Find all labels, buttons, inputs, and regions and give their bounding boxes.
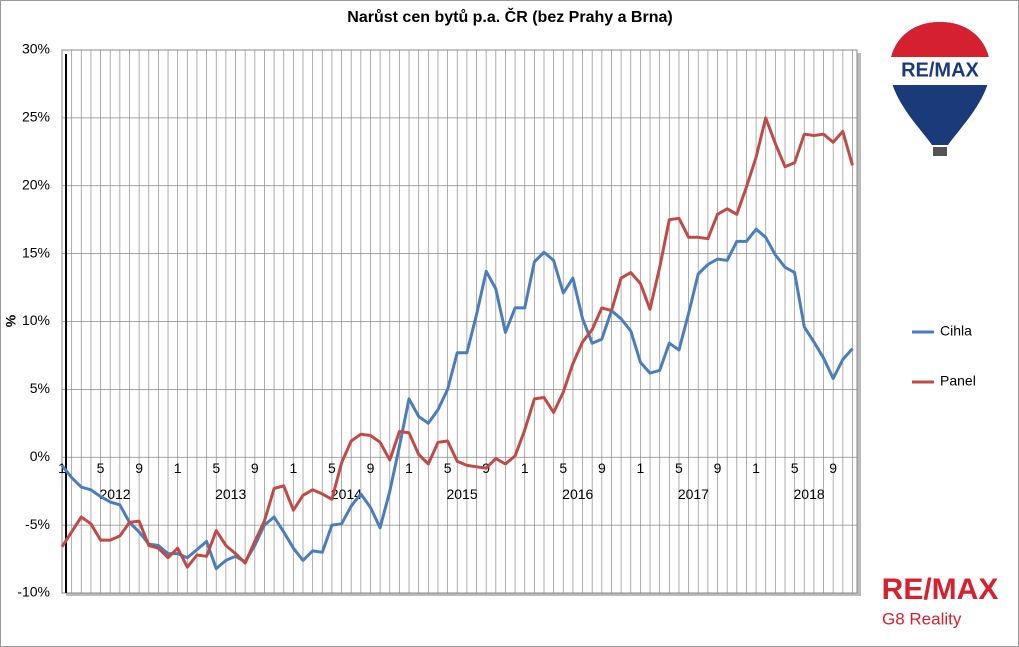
year-label: 2017 (678, 486, 709, 502)
x-tick-label: 9 (829, 460, 837, 476)
x-tick-label: 5 (212, 460, 220, 476)
x-tick-label: 1 (637, 460, 645, 476)
x-tick-label: 5 (97, 460, 105, 476)
x-tick-label: 5 (444, 460, 452, 476)
y-tick-label: 20% (22, 176, 50, 192)
chart-title: Narůst cen bytů p.a. ČR (bez Prahy a Brn… (347, 7, 672, 26)
year-label: 2014 (331, 486, 362, 502)
office-name: G8 Reality (882, 609, 962, 628)
year-label: 2018 (794, 486, 825, 502)
x-tick-label: 9 (135, 460, 143, 476)
y-tick-label: 0% (30, 448, 50, 464)
y-tick-label: 25% (22, 109, 50, 125)
balloon-text: RE/MAX (901, 59, 979, 81)
year-label: 2016 (562, 486, 593, 502)
balloon-band (888, 57, 992, 85)
year-label: 2013 (215, 486, 246, 502)
x-tick-label: 9 (367, 460, 375, 476)
series-line (60, 227, 854, 571)
logo-text: RE/MAX (882, 573, 999, 606)
y-tick-label: 30% (22, 41, 50, 57)
y-tick-label: -10% (17, 584, 50, 600)
year-label: 2015 (446, 486, 477, 502)
x-tick-label: 5 (791, 460, 799, 476)
x-tick-label: 9 (251, 460, 259, 476)
x-tick-label: 5 (675, 460, 683, 476)
y-tick-label: 15% (22, 244, 50, 260)
y-axis-label: % (3, 314, 19, 327)
x-tick-label: 9 (598, 460, 606, 476)
balloon-logo: RE/MAX (888, 22, 992, 156)
series-line (60, 116, 854, 569)
x-tick-label: 1 (521, 460, 529, 476)
x-tick-label: 1 (174, 460, 182, 476)
balloon-basket (933, 147, 947, 156)
legend-label: Cihla (940, 323, 972, 339)
x-tick-label: 5 (559, 460, 567, 476)
y-tick-label: 5% (30, 380, 50, 396)
y-tick-label: 10% (22, 312, 50, 328)
legend-label: Panel (940, 373, 976, 389)
x-tick-label: 1 (752, 460, 760, 476)
y-tick-label: -5% (25, 516, 50, 532)
x-tick-label: 1 (405, 460, 413, 476)
year-label: 2012 (99, 486, 130, 502)
x-tick-label: 9 (714, 460, 722, 476)
x-tick-label: 1 (289, 460, 297, 476)
x-tick-label: 5 (328, 460, 336, 476)
